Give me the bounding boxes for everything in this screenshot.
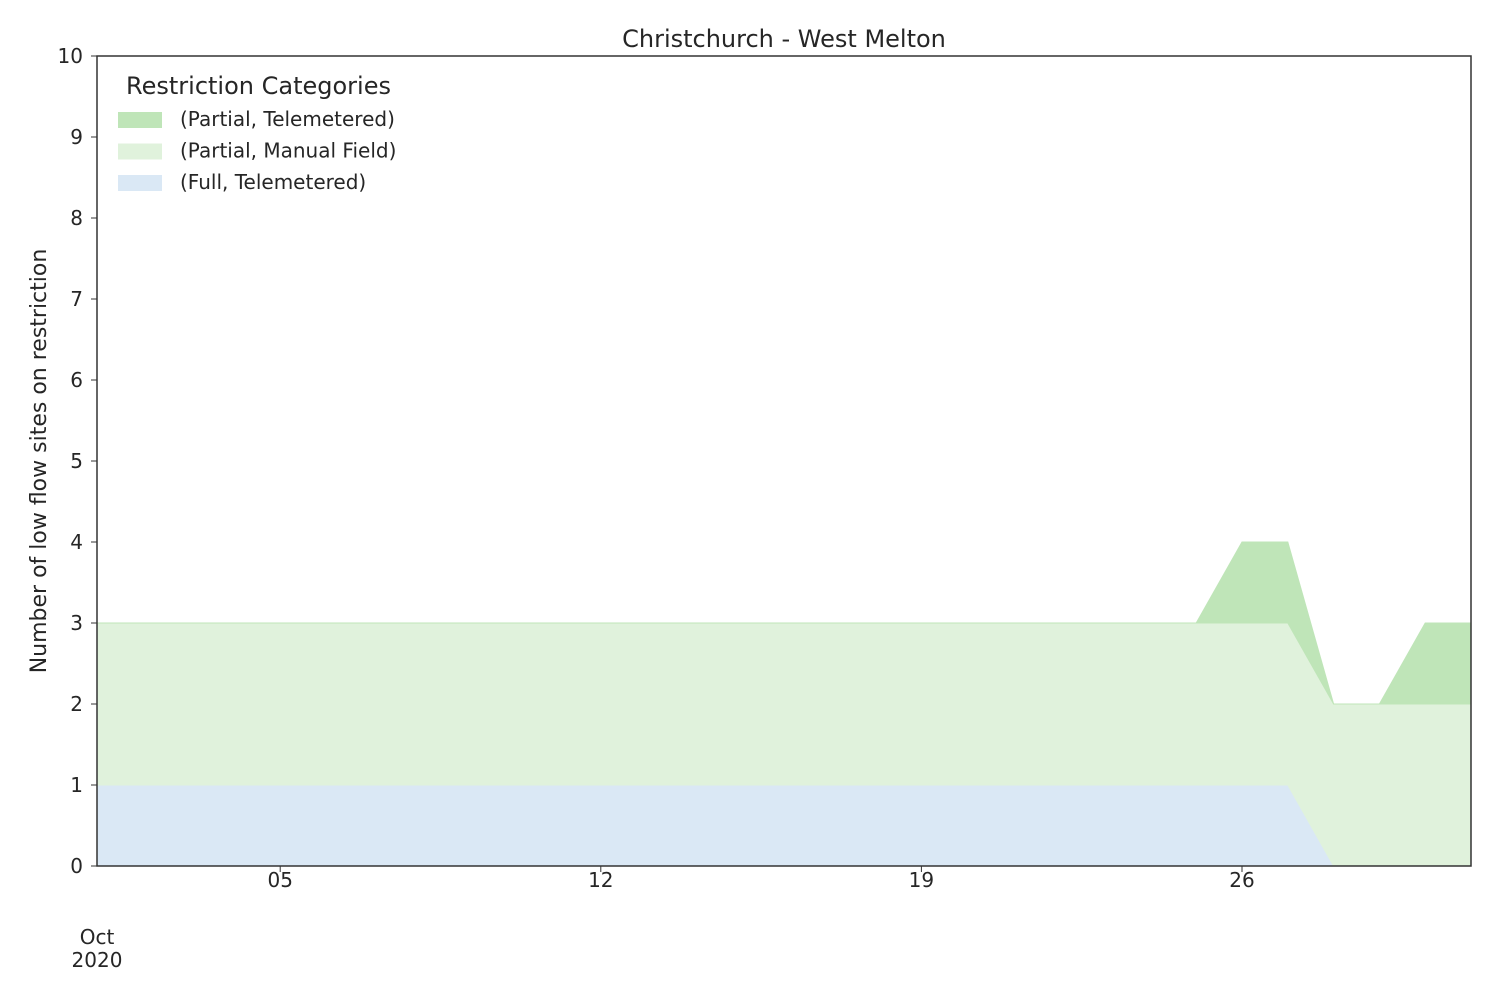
y-tick-label: 9 [70, 125, 83, 149]
x-tick-label: 05 [267, 868, 292, 892]
legend-label: (Partial, Manual Field) [180, 139, 396, 163]
plot-area [96, 541, 1472, 867]
legend-label: (Full, Telemetered) [180, 170, 366, 194]
y-tick-label: 6 [70, 368, 83, 392]
y-tick-label: 7 [70, 287, 83, 311]
y-axis-title: Number of low flow sites on restriction [27, 249, 52, 674]
legend-swatch [118, 143, 162, 160]
legend-title: Restriction Categories [126, 72, 391, 100]
x-tick-label: 19 [909, 868, 934, 892]
y-axis: 0 1 2 3 4 5 6 7 8 9 10 [58, 44, 97, 878]
legend: Restriction Categories (Partial, Telemet… [118, 72, 396, 194]
legend-swatch [118, 112, 162, 128]
y-tick-label: 8 [70, 206, 83, 230]
legend-swatch [118, 175, 162, 191]
x-tick-label: 26 [1229, 868, 1254, 892]
legend-label: (Partial, Telemetered) [180, 107, 395, 131]
area-series-1 [96, 784, 1471, 867]
x-axis: 05 12 19 26 [267, 866, 1255, 892]
y-tick-label: 3 [70, 611, 83, 635]
y-tick-label: 1 [70, 773, 83, 797]
y-tick-label: 5 [70, 449, 83, 473]
y-tick-label: 4 [70, 530, 83, 554]
y-tick-label: 0 [70, 854, 83, 878]
y-tick-label: 10 [58, 44, 83, 68]
x-tick-label: 12 [588, 868, 613, 892]
chart-title: Christchurch - West Melton [622, 25, 946, 53]
x-offset-year: 2020 [72, 948, 123, 972]
y-tick-label: 2 [70, 692, 83, 716]
x-offset-month: Oct [80, 925, 115, 949]
